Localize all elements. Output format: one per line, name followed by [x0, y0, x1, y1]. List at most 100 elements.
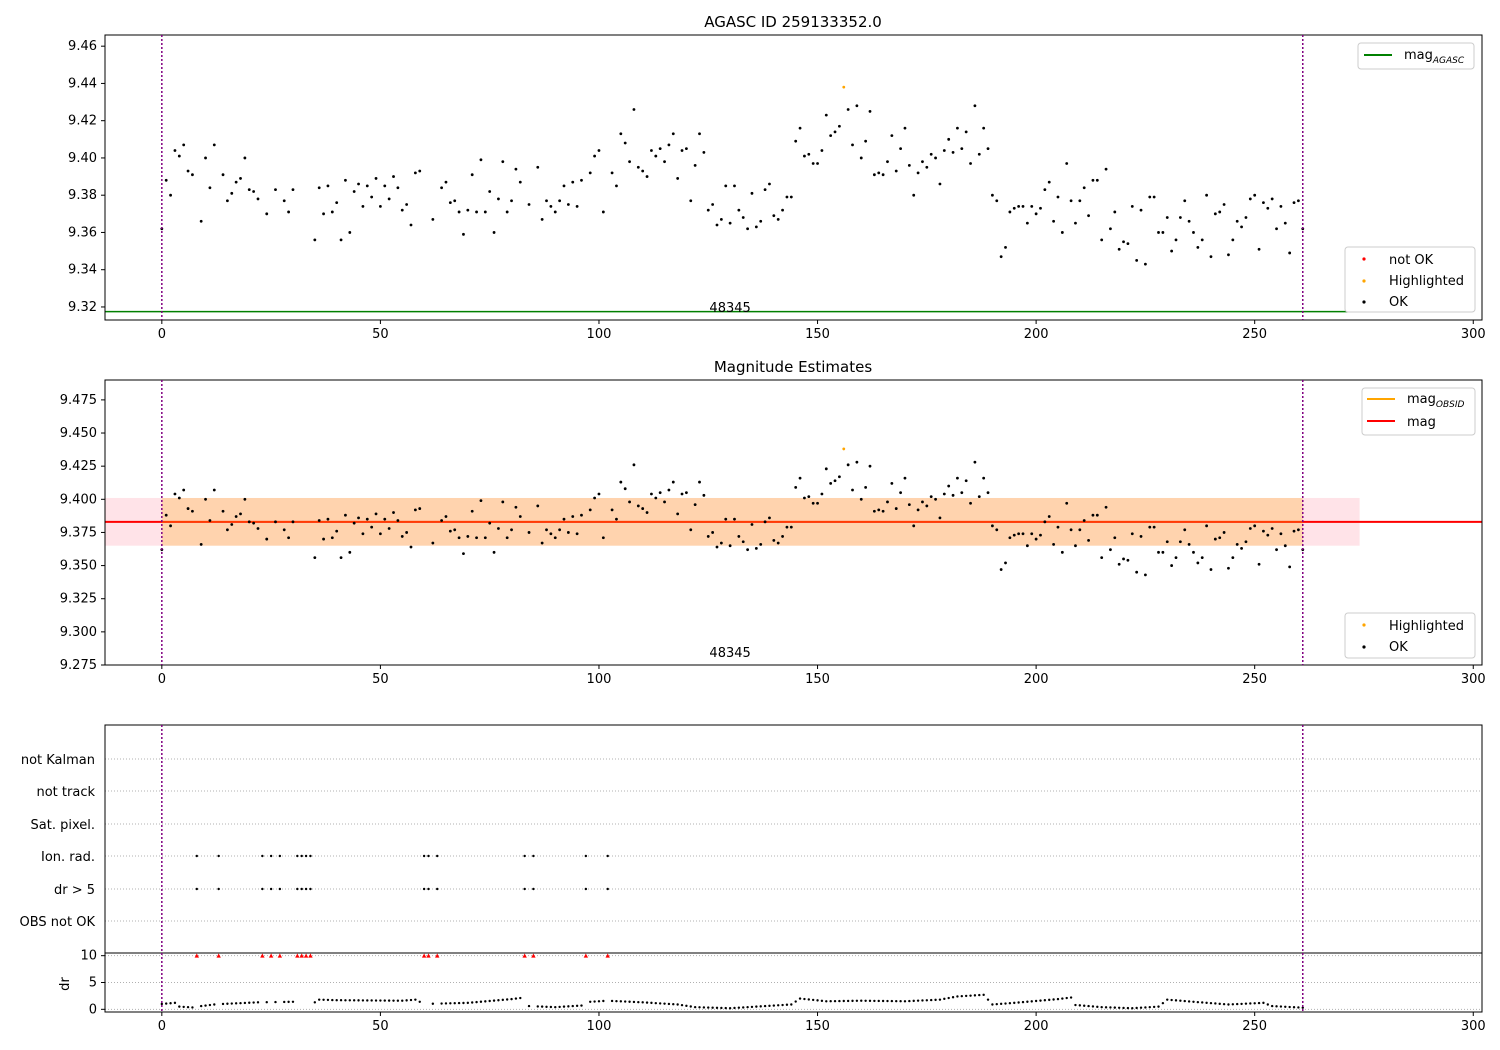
- ok-point: [374, 177, 378, 180]
- flag-point: [427, 887, 430, 891]
- ok-point: [947, 484, 951, 488]
- ok-point: [1122, 557, 1125, 561]
- dr-point: [833, 999, 837, 1003]
- panel-magnitude-title: Magnitude Estimates: [714, 358, 872, 376]
- ok-point: [728, 544, 732, 548]
- ok-point: [182, 143, 186, 147]
- dr-capped-marker: [583, 953, 589, 958]
- ok-point: [1091, 178, 1095, 182]
- ok-point: [789, 195, 793, 199]
- flag-point: [606, 887, 609, 891]
- ok-point: [418, 507, 422, 510]
- dr-point: [903, 1000, 907, 1003]
- ok-point: [658, 491, 662, 495]
- ok-point: [208, 186, 212, 190]
- ok-point: [562, 517, 566, 521]
- panel-magnitude-ytick-label: 9.450: [60, 426, 97, 441]
- dr-point: [567, 1005, 570, 1008]
- ok-point: [999, 255, 1003, 259]
- dr-point: [619, 1000, 623, 1003]
- ok-point: [746, 548, 749, 552]
- ok-point: [1200, 238, 1204, 242]
- ok-point: [838, 124, 841, 128]
- dr-point: [842, 999, 845, 1003]
- ok-point: [204, 156, 207, 160]
- ok-point: [829, 134, 833, 137]
- ok-point: [925, 504, 929, 508]
- dr-point: [803, 997, 806, 1001]
- ok-point: [877, 171, 881, 175]
- ok-point: [1152, 195, 1156, 199]
- dr-point: [182, 1005, 185, 1009]
- ok-point: [431, 541, 435, 545]
- dr-point: [921, 999, 924, 1002]
- dr-point: [248, 1001, 251, 1004]
- ok-point: [890, 134, 894, 137]
- ok-point: [623, 487, 627, 491]
- ok-point: [470, 509, 474, 513]
- ok-point: [370, 525, 374, 529]
- ok-point: [1270, 197, 1274, 201]
- ok-point: [322, 537, 325, 541]
- ok-point: [601, 210, 605, 214]
- ok-point: [1065, 501, 1069, 505]
- ok-point: [689, 528, 693, 532]
- ok-point: [824, 467, 828, 471]
- ok-point: [667, 488, 671, 492]
- dr-point: [838, 999, 841, 1003]
- dr-point: [930, 998, 933, 1002]
- dr-point: [1013, 1001, 1016, 1005]
- ok-point: [680, 149, 684, 152]
- panel-dr-ylabel: dr: [58, 977, 73, 991]
- ok-point: [1275, 548, 1278, 552]
- dr-point: [890, 999, 894, 1003]
- ok-point: [1025, 544, 1029, 548]
- ok-point: [951, 493, 955, 497]
- dr-point: [746, 1005, 749, 1009]
- panel-magnitude-xtick-label: 150: [805, 672, 830, 687]
- ok-point: [754, 546, 758, 550]
- ok-point: [746, 227, 749, 231]
- panel-magnitude-ytick-label: 9.400: [60, 492, 97, 507]
- dr-point: [449, 1002, 452, 1005]
- panel-dr-xtick-label: 250: [1242, 1019, 1267, 1034]
- legend-ok-label: OK: [1389, 295, 1408, 310]
- ok-point: [274, 520, 277, 524]
- ok-point: [230, 191, 234, 195]
- ok-point: [645, 511, 649, 514]
- dr-point: [1192, 1000, 1195, 1004]
- dr-point: [667, 1002, 671, 1006]
- ok-point: [1270, 527, 1274, 530]
- ok-point: [1104, 505, 1108, 509]
- ok-point: [868, 109, 872, 113]
- ok-point: [282, 199, 286, 203]
- ok-point: [1157, 231, 1160, 234]
- ok-point: [1240, 546, 1243, 550]
- dr-capped-marker: [522, 953, 527, 958]
- ok-point: [1187, 219, 1191, 223]
- dr-point: [178, 1005, 181, 1008]
- ok-point: [540, 541, 544, 545]
- dr-point: [728, 1007, 732, 1010]
- ok-point: [803, 496, 806, 500]
- dr-point: [873, 999, 876, 1003]
- dr-point: [326, 998, 330, 1002]
- dr-point: [510, 997, 513, 1001]
- ok-point: [768, 182, 771, 186]
- ok-point: [890, 481, 894, 485]
- ok-point: [929, 152, 933, 156]
- dr-point: [807, 998, 810, 1001]
- ok-point: [488, 521, 492, 525]
- ok-point: [234, 180, 238, 184]
- ok-point: [1209, 255, 1213, 259]
- ok-point: [685, 147, 688, 151]
- flag-point: [523, 887, 526, 891]
- dr-point: [672, 1003, 675, 1006]
- panel-magnitude-xtick-label: 250: [1242, 672, 1267, 687]
- dr-point: [549, 1005, 553, 1009]
- dr-point: [846, 999, 850, 1003]
- ok-point: [462, 552, 465, 556]
- ok-point: [921, 160, 924, 164]
- dr-point: [908, 999, 911, 1003]
- dr-point: [361, 999, 365, 1002]
